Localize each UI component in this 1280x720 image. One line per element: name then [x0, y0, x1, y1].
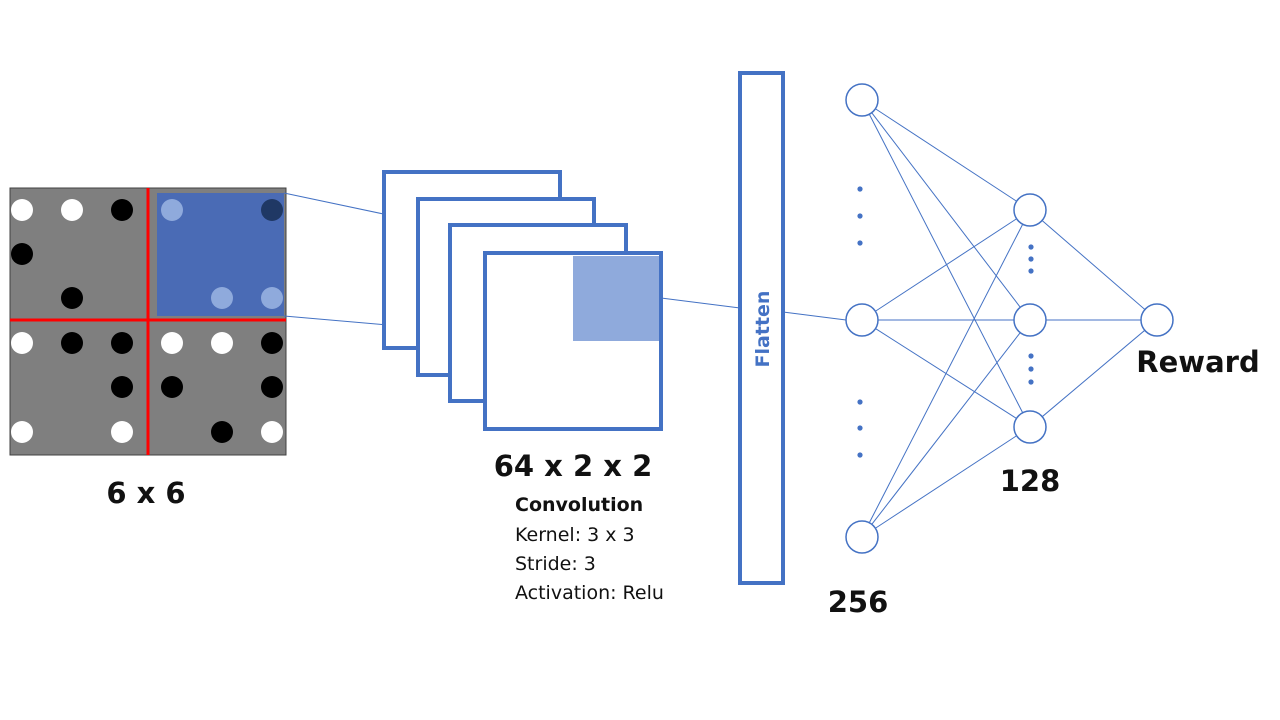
grid-piece-white: [61, 199, 83, 221]
grid-piece-white: [11, 332, 33, 354]
grid-piece-white: [11, 199, 33, 221]
edge-128-to-reward: [1041, 329, 1146, 418]
dense-256-ellipsis-lower: [857, 399, 863, 458]
edge-256-to-128: [868, 114, 1024, 413]
dense-128-node-top: [1013, 193, 1047, 227]
conv-title: Convolution: [515, 494, 643, 516]
grid-piece-black: [211, 421, 233, 443]
grid-piece-black: [111, 376, 133, 398]
grid-piece-white: [261, 287, 283, 309]
grid-piece-black: [261, 332, 283, 354]
grid-piece-white: [261, 421, 283, 443]
dense-128-ellipsis-upper: [1028, 244, 1034, 274]
conv-activation-text: Activation: Relu: [515, 582, 664, 604]
dense-128-node-middle: [1013, 303, 1047, 337]
grid-piece-black: [261, 376, 283, 398]
grid-piece-black: [11, 243, 33, 265]
grid-piece-white: [111, 421, 133, 443]
grid-pieces: [11, 199, 283, 443]
input-grid: [9, 187, 287, 456]
grid-piece-white: [211, 332, 233, 354]
grid-piece-black: [261, 199, 283, 221]
conv-output-shape-label: 64 x 2 x 2: [494, 449, 653, 483]
edge-256-to-128: [871, 112, 1021, 308]
feature-map-output-cell: [573, 256, 659, 341]
dense-256-label: 256: [828, 585, 889, 619]
edge-128-to-reward: [1041, 220, 1146, 310]
edge-256-to-128: [875, 108, 1017, 202]
grid-piece-black: [161, 376, 183, 398]
grid-piece-white: [11, 421, 33, 443]
edge-256-to-128: [875, 435, 1017, 529]
dense-128-layer: [1013, 193, 1047, 444]
dense-256-node-middle: [845, 303, 879, 337]
edge-256-to-128: [875, 218, 1017, 312]
dense-256-ellipsis-upper: [857, 186, 863, 246]
conv-kernel-text: Kernel: 3 x 3: [515, 524, 635, 546]
dense-256-node-bottom: [845, 520, 879, 554]
dense-256-node-top: [845, 83, 879, 117]
input-grid-label: 6 x 6: [106, 476, 185, 510]
dense-128-label: 128: [1000, 464, 1061, 498]
grid-piece-white: [161, 332, 183, 354]
feature-map-stack: [382, 170, 663, 431]
grid-piece-white: [211, 287, 233, 309]
flatten-layer: [738, 71, 785, 585]
dense-connections: [868, 108, 1146, 529]
reward-label: Reward: [1136, 345, 1259, 379]
conv-to-flatten-line: [660, 297, 741, 309]
dense-256-layer: [845, 83, 879, 554]
grid-piece-black: [61, 287, 83, 309]
grid-piece-white: [161, 199, 183, 221]
edge-256-to-128: [868, 224, 1024, 523]
flatten-label: Flatten: [752, 291, 774, 368]
edge-256-to-128: [871, 332, 1021, 525]
dense-128-node-bottom: [1013, 410, 1047, 444]
grid-piece-black: [61, 332, 83, 354]
grid-piece-black: [111, 199, 133, 221]
conv-stride-text: Stride: 3: [515, 553, 596, 575]
reward-output-node: [1140, 303, 1174, 337]
grid-piece-black: [111, 332, 133, 354]
dense-128-ellipsis-lower: [1028, 353, 1034, 385]
flatten-to-dense-line: [782, 311, 847, 321]
